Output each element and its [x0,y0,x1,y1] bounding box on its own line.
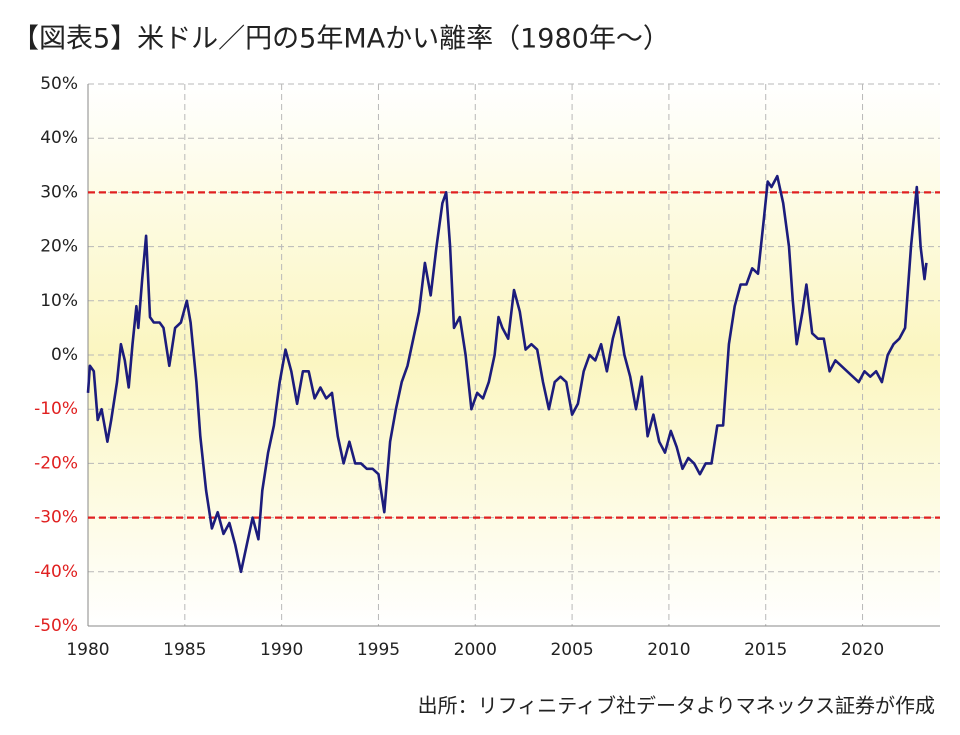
y-tick-label: 10% [40,291,78,311]
x-tick-label: 1985 [163,640,206,660]
x-tick-label: 2020 [841,640,884,660]
x-tick-label: 1980 [66,640,109,660]
y-tick-label: -30% [34,508,78,528]
chart-title: 【図表5】米ドル／円の5年MAかい離率（1980年～） [12,24,670,55]
x-tick-label: 1995 [357,640,400,660]
y-tick-label: 20% [40,237,78,257]
y-tick-label: 40% [40,128,78,148]
data-line [86,174,928,574]
x-tick-label: 2000 [454,640,497,660]
x-tick-label: 2010 [647,640,690,660]
y-tick-label: 50% [40,74,78,94]
x-tick-label: 1990 [260,640,303,660]
x-tick-label: 2015 [744,640,787,660]
x-tick-label: 2005 [550,640,593,660]
y-tick-label: -40% [34,562,78,582]
source-note: 出所：リフィニティブ社データよりマネックス証券が作成 [418,694,935,718]
y-tick-label: -10% [34,399,78,419]
y-tick-label: -20% [34,453,78,473]
y-tick-label: 30% [40,182,78,202]
y-tick-label: 0% [51,345,78,365]
y-tick-label: -50% [34,616,78,636]
